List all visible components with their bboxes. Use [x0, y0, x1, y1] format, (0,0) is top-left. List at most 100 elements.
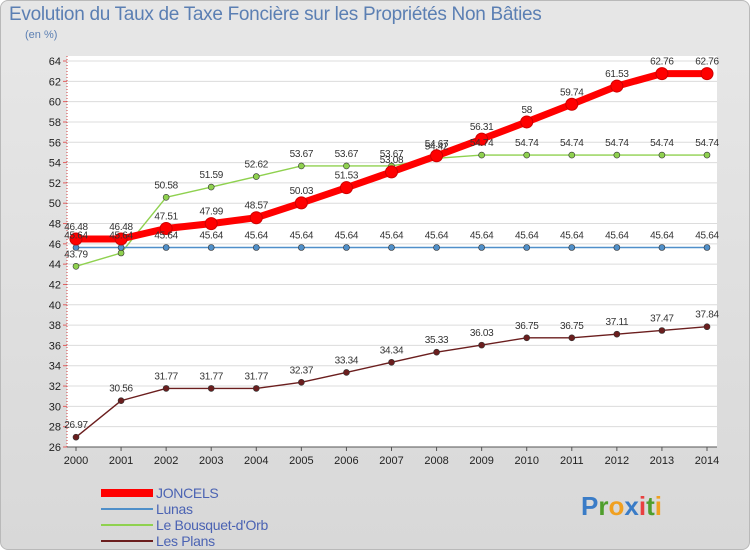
data-point	[433, 348, 440, 356]
legend-item: JONCELS	[101, 485, 268, 501]
data-point	[298, 244, 305, 251]
data-point	[388, 244, 395, 251]
y-tick-label: 56	[49, 137, 61, 149]
data-point	[658, 244, 666, 251]
data-label: 54.42	[425, 141, 449, 152]
data-label: 46.48	[64, 222, 88, 233]
data-point	[162, 385, 170, 392]
data-label: 50.58	[154, 180, 178, 191]
data-point	[207, 385, 215, 392]
data-label: 45.64	[515, 230, 539, 241]
y-tick-label: 44	[49, 259, 61, 271]
data-label: 36.75	[560, 321, 584, 332]
data-label: 54.74	[650, 138, 674, 149]
data-point	[523, 244, 531, 251]
legend-swatch	[101, 489, 153, 497]
y-tick-label: 50	[49, 198, 61, 210]
data-label: 58	[521, 105, 532, 116]
legend-swatch	[101, 524, 153, 526]
plot-area	[67, 56, 717, 447]
data-label: 53.67	[380, 149, 404, 160]
legend-item: Lunas	[101, 501, 268, 517]
data-point	[568, 151, 576, 159]
data-label: 54.74	[605, 138, 629, 149]
y-tick-label: 62	[49, 76, 61, 88]
x-tick-label: 2013	[650, 455, 674, 467]
data-label: 37.47	[650, 313, 674, 324]
data-label: 53.08	[380, 155, 404, 166]
y-tick-label: 26	[49, 442, 61, 454]
legend: JONCELS Lunas Le Bousquet-d'Orb Les Plans	[101, 485, 268, 549]
x-tick-label: 2006	[334, 455, 358, 467]
x-tick-label: 2008	[424, 455, 448, 467]
data-label: 52.62	[245, 160, 269, 171]
data-label: 50.03	[290, 186, 314, 197]
data-point	[162, 194, 170, 201]
x-tick-label: 2009	[469, 455, 493, 467]
legend-label: Lunas	[156, 501, 193, 517]
y-tick-label: 36	[49, 340, 61, 352]
data-label: 47.99	[199, 207, 223, 218]
data-point	[339, 181, 353, 195]
data-label: 51.53	[335, 171, 359, 182]
data-point	[478, 341, 485, 349]
data-label: 45.64	[560, 230, 584, 241]
x-tick-label: 2005	[289, 455, 313, 467]
x-tick-label: 2003	[199, 455, 223, 467]
data-label: 37.11	[605, 317, 629, 328]
data-label: 45.64	[470, 230, 494, 241]
data-point	[252, 244, 260, 251]
data-point	[568, 244, 576, 251]
data-label: 54.74	[560, 138, 584, 149]
data-label: 62.76	[650, 57, 674, 68]
data-label: 56.31	[470, 122, 494, 133]
data-label: 48.57	[245, 201, 269, 212]
data-label: 45.64	[64, 230, 88, 241]
data-point	[207, 244, 215, 251]
y-tick-label: 64	[49, 56, 61, 68]
proxiti-logo: Proxiti	[581, 491, 662, 521]
y-tick-label: 58	[49, 117, 61, 129]
data-label: 31.77	[245, 371, 269, 382]
x-tick-label: 2001	[109, 455, 133, 467]
data-label: 45.64	[650, 230, 674, 241]
data-label: 47.51	[154, 212, 178, 223]
unit-label: (en %)	[25, 29, 58, 41]
data-point	[69, 232, 83, 246]
data-label: 31.77	[199, 371, 223, 382]
data-point	[523, 334, 531, 342]
y-tick-label: 32	[49, 381, 61, 393]
data-label: 46.48	[109, 222, 133, 233]
x-tick-label: 2011	[560, 455, 584, 467]
data-point	[568, 334, 576, 342]
chart-title: Evolution du Taux de Taxe Foncière sur l…	[9, 4, 542, 25]
data-label: 26.97	[64, 420, 88, 431]
data-point	[703, 323, 711, 331]
data-point	[478, 244, 485, 251]
data-label: 35.33	[425, 335, 449, 346]
data-label: 45.64	[290, 230, 314, 241]
x-tick-label: 2004	[244, 455, 268, 467]
data-point	[613, 151, 621, 159]
data-label: 31.77	[154, 371, 178, 382]
legend-label: JONCELS	[156, 485, 219, 501]
data-label: 45.64	[695, 230, 719, 241]
legend-swatch	[101, 540, 153, 542]
data-label: 45.64	[199, 230, 223, 241]
data-point	[700, 67, 714, 81]
y-tick-label: 46	[49, 239, 61, 251]
data-point	[294, 196, 308, 210]
y-tick-label: 28	[49, 422, 61, 434]
data-label: 30.56	[109, 384, 133, 395]
data-label: 62.76	[695, 57, 719, 68]
legend-label: Les Plans	[156, 533, 215, 549]
data-point	[343, 244, 350, 251]
data-point	[565, 97, 579, 111]
data-point	[520, 115, 534, 129]
data-point	[475, 132, 489, 146]
data-point	[298, 378, 305, 386]
data-label: 45.64	[605, 230, 629, 241]
legend-swatch	[101, 508, 153, 510]
